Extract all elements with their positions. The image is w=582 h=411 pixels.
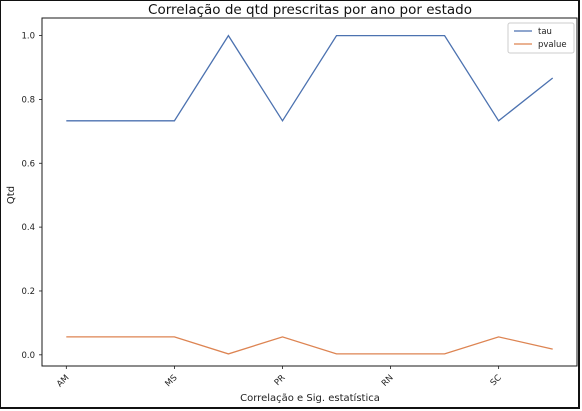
y-axis: 0.0 0.2 0.4 0.6 0.8 1.0	[21, 32, 42, 361]
x-tick-label: PR	[273, 373, 288, 388]
x-tick-label: MS	[163, 373, 179, 389]
series-layer	[66, 34, 554, 355]
y-axis-label: Qtd	[6, 186, 17, 204]
series-line-pvalue	[66, 336, 553, 355]
legend-label-pvalue: pvalue	[538, 40, 567, 50]
plot-area	[41, 17, 578, 367]
y-tick-label: 0.4	[21, 223, 35, 233]
y-tick-label: 0.8	[21, 95, 35, 105]
x-tick-label: SC	[489, 373, 504, 388]
series-line-tau	[66, 34, 554, 123]
y-tick-label: 1.0	[21, 32, 35, 42]
legend: tau pvalue	[507, 22, 575, 54]
x-axis-label: Correlação e Sig. estatística	[240, 392, 380, 404]
legend-label-tau: tau	[538, 27, 552, 37]
chart-title: Correlação de qtd prescritas por ano por…	[148, 2, 472, 18]
x-tick-label: RN	[380, 373, 396, 389]
y-tick-label: 0.0	[21, 351, 35, 361]
y-tick-label: 0.6	[21, 159, 35, 169]
x-tick-label: AM	[55, 373, 71, 389]
y-tick-label: 0.2	[21, 287, 35, 297]
x-axis: AM MS PR RN SC	[55, 366, 504, 389]
